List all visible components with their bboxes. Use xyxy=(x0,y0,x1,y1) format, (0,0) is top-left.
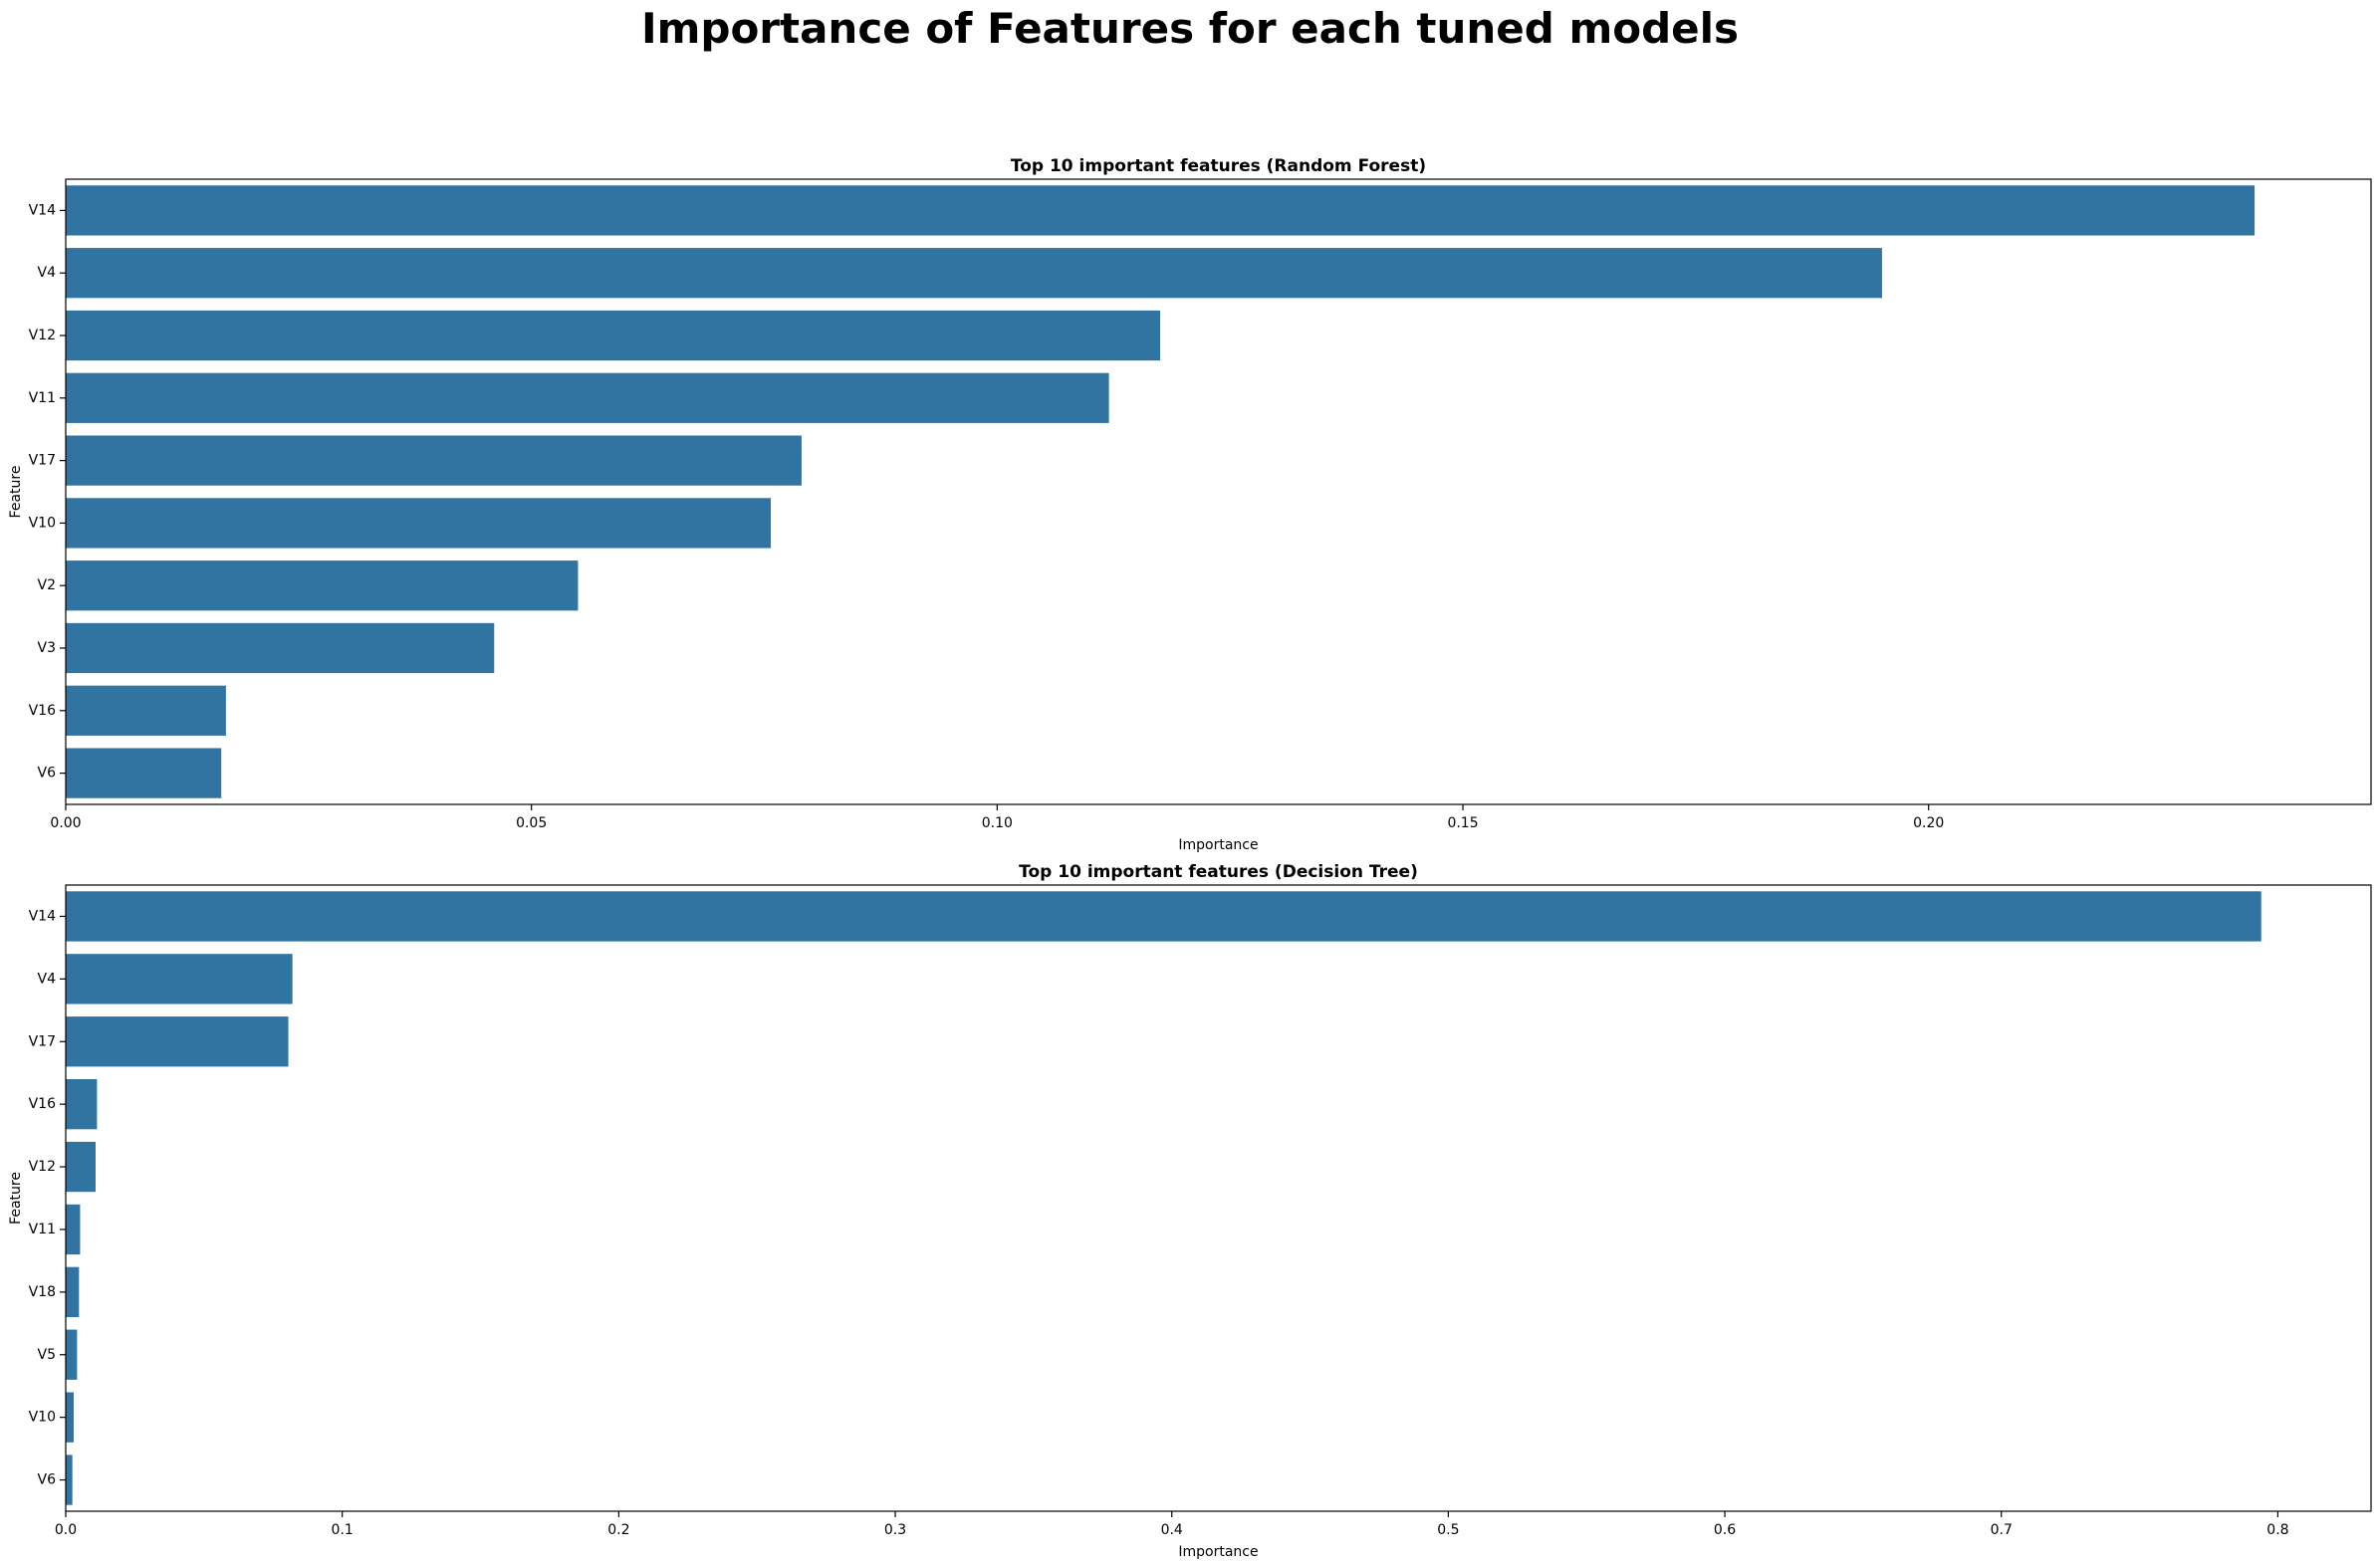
axes-frame xyxy=(65,178,2372,805)
y-tick-label: V6 xyxy=(38,1472,57,1488)
bar-v14 xyxy=(66,185,2256,236)
bar-v12 xyxy=(66,1141,96,1193)
x-axis-label: Importance xyxy=(1178,837,1258,853)
y-tick-label: V10 xyxy=(29,1410,56,1426)
bar-v18 xyxy=(66,1266,80,1318)
y-tick-label: V17 xyxy=(29,1033,56,1049)
bar-v6 xyxy=(66,748,222,798)
y-tick-label: V14 xyxy=(29,908,56,924)
chart-title: Top 10 important features (Random Forest… xyxy=(1011,156,1426,176)
y-tick-label: V16 xyxy=(29,703,56,719)
x-tick-label: 0.1 xyxy=(332,1522,354,1538)
bar-v4 xyxy=(66,248,1882,299)
bar-v17 xyxy=(66,1016,289,1067)
y-tick-label: V4 xyxy=(38,265,57,281)
bar-v12 xyxy=(66,310,1161,361)
y-tick-label: V3 xyxy=(38,640,56,656)
x-tick-label: 0.5 xyxy=(1437,1522,1459,1538)
bar-v14 xyxy=(66,891,2261,942)
bar-v16 xyxy=(66,685,226,736)
y-tick-label: V12 xyxy=(29,1159,56,1175)
bar-v4 xyxy=(66,954,293,1005)
x-tick-label: 0.05 xyxy=(516,815,547,831)
bar-v16 xyxy=(66,1078,98,1130)
bar-v3 xyxy=(66,622,495,674)
y-tick-label: V6 xyxy=(38,766,57,782)
x-tick-label: 0.7 xyxy=(1991,1522,2013,1538)
x-axis-label: Importance xyxy=(1178,1544,1258,1560)
y-tick-label: V11 xyxy=(29,390,56,406)
y-tick-label: V16 xyxy=(29,1096,56,1112)
bar-v10 xyxy=(66,1392,75,1443)
y-tick-label: V14 xyxy=(29,202,56,218)
y-tick-label: V10 xyxy=(29,515,56,531)
x-tick-label: 0.00 xyxy=(50,815,81,831)
x-tick-label: 0.6 xyxy=(1714,1522,1736,1538)
y-axis-label: Feature xyxy=(8,466,24,519)
y-tick-label: V17 xyxy=(29,453,56,469)
bar-v10 xyxy=(66,498,772,549)
x-tick-label: 0.3 xyxy=(884,1522,906,1538)
y-tick-label: V5 xyxy=(38,1347,56,1363)
bar-v2 xyxy=(66,560,579,611)
axes-frame xyxy=(65,884,2372,1512)
bar-v11 xyxy=(66,372,1109,423)
chart-title: Top 10 important features (Decision Tree… xyxy=(1019,862,1418,882)
x-tick-label: 0.0 xyxy=(55,1522,77,1538)
x-tick-label: 0.4 xyxy=(1161,1522,1183,1538)
y-tick-label: V12 xyxy=(29,328,56,343)
y-tick-label: V4 xyxy=(38,971,57,987)
x-tick-label: 0.20 xyxy=(1913,815,1944,831)
x-tick-label: 0.10 xyxy=(982,815,1013,831)
bar-v5 xyxy=(66,1329,78,1380)
bar-v6 xyxy=(66,1454,73,1505)
bar-v11 xyxy=(66,1204,81,1255)
y-axis-label: Feature xyxy=(8,1172,24,1225)
bar-v17 xyxy=(66,435,802,486)
figure-title: Importance of Features for each tuned mo… xyxy=(640,4,1740,53)
x-tick-label: 0.15 xyxy=(1447,815,1478,831)
y-tick-label: V2 xyxy=(38,577,56,593)
x-tick-label: 0.2 xyxy=(607,1522,629,1538)
y-tick-label: V18 xyxy=(29,1284,56,1300)
chart-panel-2: V14 V4 V17 V16 V12 V11 V18 V5 V10 V6 0.0 0.1 0.2 0.3 0… xyxy=(8,862,2372,1560)
chart-panel-1: V14 V4 V12 V11 V17 V10 V2 V3 V16 V6 0.00 0.05 0.10 0.… xyxy=(8,156,2372,853)
y-tick-label: V11 xyxy=(29,1222,56,1237)
x-tick-label: 0.8 xyxy=(2266,1522,2288,1538)
